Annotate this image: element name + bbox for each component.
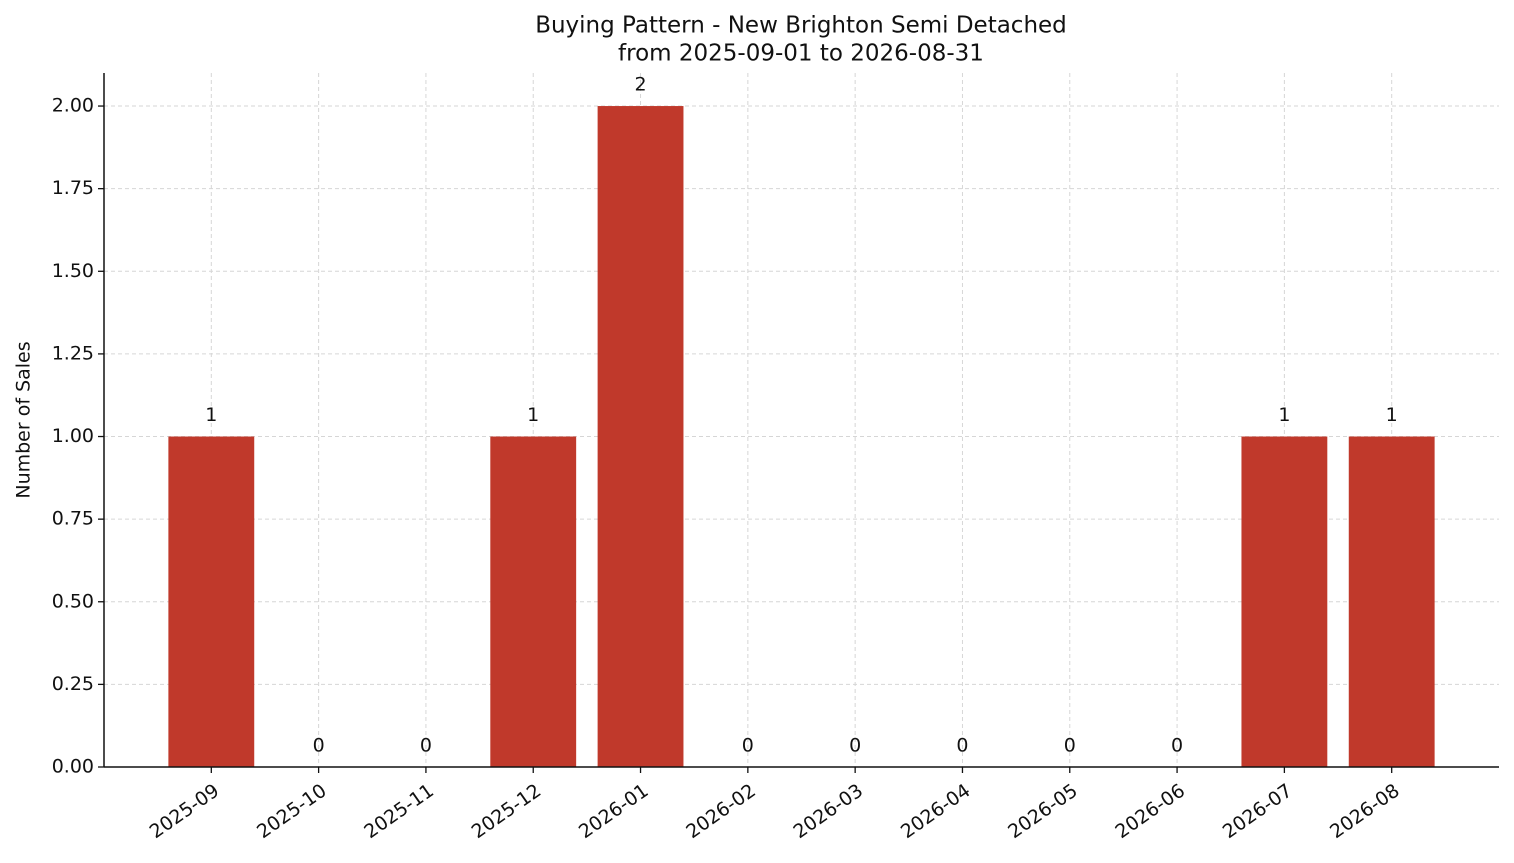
y-tick-label: 0.25 [52,673,94,695]
chart-title: Buying Pattern - New Brighton Semi Detac… [535,13,1067,39]
x-tick-label: 2026-08 [1326,780,1404,844]
data-label: 0 [849,735,861,757]
data-label: 0 [420,735,432,757]
data-label: 1 [527,404,539,426]
data-label: 0 [1171,735,1183,757]
bar [597,106,684,768]
x-tick-label: 2026-04 [897,780,975,844]
chart-subtitle: from 2025-09-01 to 2026-08-31 [618,41,984,67]
data-label: 1 [1386,404,1398,426]
y-tick-label: 0.50 [52,590,94,612]
y-tick-label: 1.50 [52,260,94,282]
x-tick-label: 2026-02 [682,780,760,844]
y-tick-label: 0.00 [52,756,94,778]
x-tick-label: 2025-09 [146,780,224,844]
y-tick-label: 1.00 [52,425,94,447]
y-axis-label: Number of Sales [13,341,35,498]
bar [490,436,577,767]
y-tick-label: 1.25 [52,342,94,364]
y-tick-label: 1.75 [52,177,94,199]
x-tick-label: 2025-12 [468,780,546,844]
x-tick-label: 2026-01 [575,780,653,844]
data-label: 0 [1064,735,1076,757]
bar [1241,436,1328,767]
bar [168,436,255,767]
data-label: 2 [634,74,646,96]
x-tick-label: 2025-10 [253,780,331,844]
data-label: 1 [205,404,217,426]
x-tick-label: 2026-07 [1219,780,1297,844]
y-tick-label: 0.75 [52,508,94,530]
x-tick-label: 2026-03 [790,780,868,844]
bar [1348,436,1435,767]
y-tick-label: 2.00 [52,95,94,117]
data-label: 0 [956,735,968,757]
x-tick-label: 2026-05 [1004,780,1082,844]
data-label: 0 [313,735,325,757]
data-label: 1 [1278,404,1290,426]
data-label: 0 [742,735,754,757]
x-tick-label: 2025-11 [360,780,438,844]
x-tick-label: 2026-06 [1111,780,1189,844]
